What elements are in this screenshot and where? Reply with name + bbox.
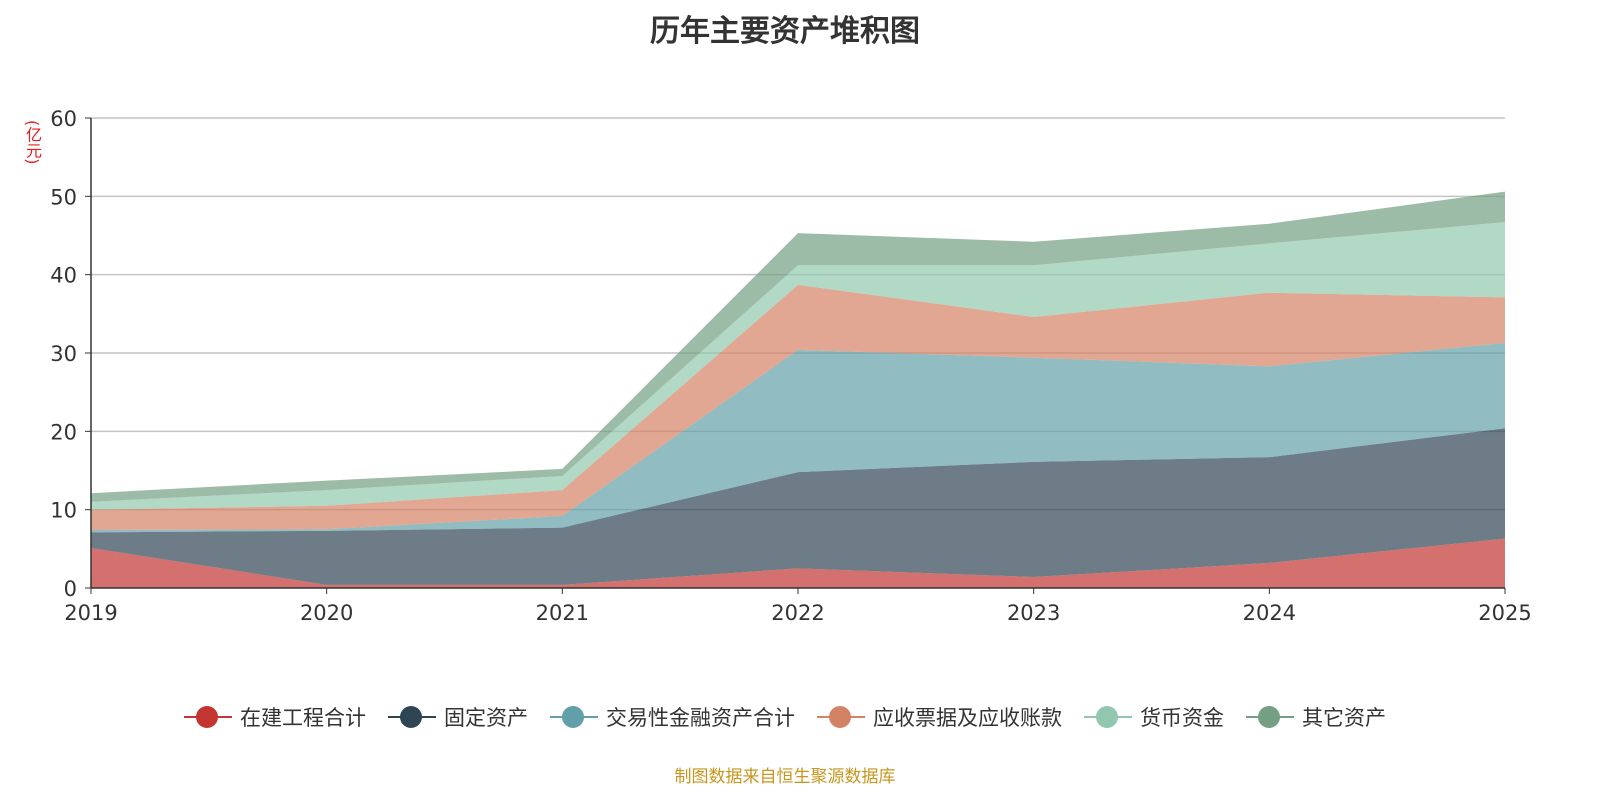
area-series-4 [91, 222, 1505, 510]
y-tick-label: 50 [50, 185, 77, 209]
x-tick-label: 2023 [1007, 601, 1060, 625]
legend-item[interactable]: 交易性金融资产合计 [550, 702, 795, 732]
area-series-0 [91, 538, 1505, 588]
legend-item[interactable]: 应收票据及应收账款 [817, 702, 1062, 732]
x-tick-label: 2022 [771, 601, 824, 625]
legend-label: 固定资产 [444, 706, 528, 730]
legend-marker-icon [817, 705, 865, 729]
area-series-3 [91, 284, 1505, 531]
y-tick-label: 20 [50, 420, 77, 444]
legend-marker-icon [388, 705, 436, 729]
legend-item[interactable]: 固定资产 [388, 702, 528, 732]
source-note: 制图数据来自恒生聚源数据库 [674, 767, 896, 787]
legend-item[interactable]: 其它资产 [1246, 702, 1386, 732]
x-tick-label: 2020 [300, 601, 353, 625]
plot-area: 0 10 20 30 40 50 60 2019 2020 2021 2022 2023 2024 202… [50, 107, 1531, 625]
chart-title: 历年主要资产堆积图 [650, 14, 920, 49]
legend-marker-icon [550, 705, 598, 729]
area-series-5 [91, 191, 1505, 502]
legend-label: 应收票据及应收账款 [873, 706, 1062, 730]
legend-item[interactable]: 在建工程合计 [184, 702, 366, 732]
legend-marker-icon [1246, 705, 1294, 729]
legend-marker-icon [1084, 705, 1132, 729]
legend: 在建工程合计 固定资产 交易性金融资产合计 应收票据及应收账款 货币资金 其它资产 [0, 702, 1570, 732]
area-series-1 [91, 428, 1505, 585]
x-tick-label: 2024 [1243, 601, 1296, 625]
legend-label: 在建工程合计 [240, 706, 366, 730]
y-tick-label: 0 [64, 577, 77, 601]
area-series-2 [91, 342, 1505, 533]
y-axis-unit: (亿元) [23, 120, 42, 165]
x-tick-label: 2025 [1478, 601, 1531, 625]
y-tick-label: 30 [50, 342, 77, 366]
y-tick-label: 60 [50, 107, 77, 131]
legend-label: 货币资金 [1140, 706, 1224, 730]
y-tick-label: 40 [50, 264, 77, 288]
legend-label: 交易性金融资产合计 [606, 706, 795, 730]
legend-marker-icon [184, 705, 232, 729]
x-tick-label: 2019 [64, 601, 117, 625]
legend-label: 其它资产 [1302, 706, 1386, 730]
x-tick-label: 2021 [536, 601, 589, 625]
y-tick-label: 10 [50, 499, 77, 523]
legend-item[interactable]: 货币资金 [1084, 702, 1224, 732]
